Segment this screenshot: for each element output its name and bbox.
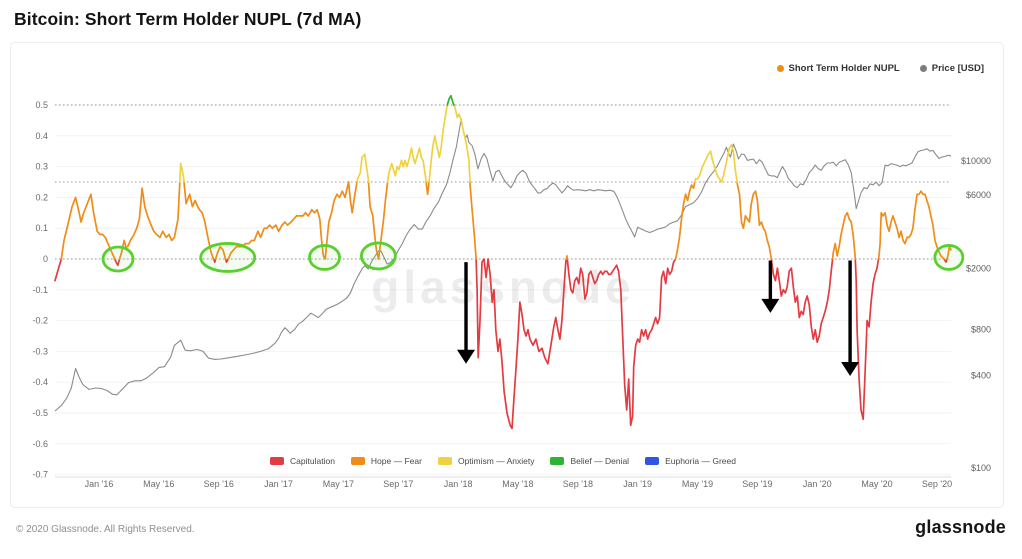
zero-cross-circle-icon [308,244,341,271]
x-axis-tick: Sep '16 [204,479,234,489]
x-axis-tick: Sep '17 [383,479,413,489]
legend-item-nupl[interactable]: Short Term Holder NUPL [776,63,900,74]
y-right-tick: $100 [971,463,991,473]
price-series-line [54,118,952,412]
zero-cross-circle-icon [199,242,257,273]
x-axis-tick: May '20 [861,479,892,489]
x-axis-tick: Jan '18 [444,479,473,489]
y-right-tick: $800 [971,324,991,334]
y-left-tick: -0.3 [32,346,48,356]
zone-swatch-icon [350,457,365,465]
y-right-tick: $10000 [961,156,991,166]
zone-legend-item: Capitulation [270,456,335,466]
legend-dot-icon [919,65,927,72]
zone-label: Euphoria — Greed [665,456,736,466]
zero-cross-circle-icon [933,244,965,271]
legend-label: Short Term Holder NUPL [788,63,900,74]
zone-label: Belief — Denial [570,456,630,466]
zone-legend-item: Belief — Denial [550,456,629,466]
zone-legend-item: Hope — Fear [350,456,422,466]
zone-swatch-icon [270,457,285,465]
copyright-text: © 2020 Glassnode. All Rights Reserved. [16,524,195,535]
x-axis-tick: Sep '18 [563,479,593,489]
y-left-tick: -0.5 [32,408,48,418]
zero-cross-circle-icon [101,245,135,273]
x-axis-tick: Jan '17 [264,479,293,489]
down-arrow-head-icon [841,362,860,377]
zone-swatch-icon [550,457,565,465]
down-arrow-head-icon [457,349,476,364]
y-left-tick: -0.2 [32,316,48,326]
y-right-tick: $2000 [966,263,991,273]
zone-label: Hope — Fear [370,456,422,466]
zone-legend-item: Euphoria — Greed [645,456,736,466]
legend-item-price[interactable]: Price [USD] [919,63,984,74]
nupl-series-line [54,94,952,430]
x-axis-tick: Jan '20 [803,479,832,489]
x-axis-tick: May '16 [143,479,174,489]
zone-swatch-icon [437,457,452,465]
chart-card [10,42,1004,508]
y-left-tick: -0.7 [32,470,48,480]
zone-label: Optimism — Anxiety [457,456,535,466]
y-left-tick: 0.3 [35,162,48,172]
legend-dot-icon [776,65,784,72]
glassnode-logo: glassnode [915,517,1006,537]
y-left-tick: 0.4 [35,131,48,141]
x-axis-tick: Sep '19 [742,479,772,489]
y-right-tick: $6000 [966,190,991,200]
y-left-tick: -0.6 [32,439,48,449]
zone-legend-item: Optimism — Anxiety [437,456,535,466]
page-title: Bitcoin: Short Term Holder NUPL (7d MA) [14,9,362,29]
annotation-arrows [457,260,860,377]
x-axis-tick: Jan '16 [85,479,114,489]
zone-legend: Capitulation Hope — Fear Optimism — Anxiet… [55,456,951,466]
x-axis-tick: Sep '20 [922,479,952,489]
x-axis-tick: May '19 [682,479,713,489]
down-arrow-head-icon [761,298,780,313]
gridlines [55,104,951,478]
y-left-tick: -0.4 [32,377,48,387]
y-left-tick: 0.1 [35,223,48,233]
zone-swatch-icon [645,457,660,465]
series-legend: Short Term Holder NUPL Price [USD] [776,63,984,74]
watermark: glassnode [371,261,635,313]
x-axis-tick: Jan '19 [623,479,652,489]
zone-label: Capitulation [290,456,335,466]
legend-label: Price [USD] [931,63,984,74]
annotation-circles [101,241,965,273]
y-left-tick: -0.1 [32,285,48,295]
y-left-tick: 0 [43,254,48,264]
x-axis-tick: May '17 [323,479,354,489]
y-left-tick: 0.2 [35,192,48,202]
zero-cross-circle-icon [359,241,397,271]
y-left-tick: 0.5 [35,100,48,110]
x-axis-tick: May '18 [502,479,533,489]
y-right-tick: $400 [971,371,991,381]
axis-labels: 0.5 0.4 0.3 0.2 0.1 0 -0.1 -0.2 -0.3 -0.4 -0.5 -0.6… [32,100,991,489]
